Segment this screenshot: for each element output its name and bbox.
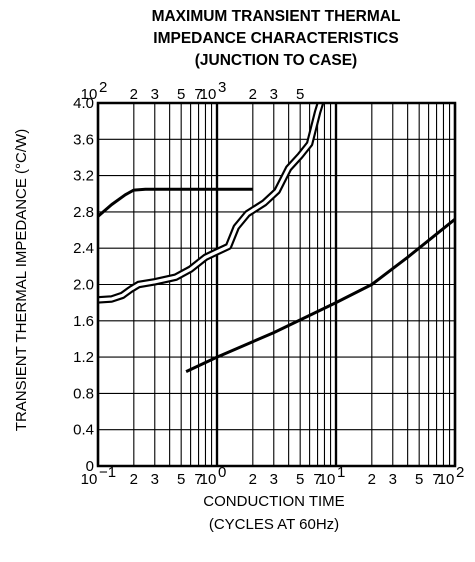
curve-1 bbox=[97, 187, 253, 218]
plot-grid bbox=[96, 102, 457, 467]
y-tick-label: 3.6 bbox=[73, 131, 94, 148]
y-tick-label: 0.8 bbox=[73, 385, 94, 402]
x-top-tick-label: 5 bbox=[177, 86, 185, 103]
y-tick-label: 4.0 bbox=[73, 95, 94, 112]
x-bottom-tick-label: 3 bbox=[270, 471, 278, 488]
y-tick-label: 1.6 bbox=[73, 313, 94, 330]
x-bottom-tick-label: 5 bbox=[177, 471, 185, 488]
x-top-tick-label: 10 bbox=[200, 86, 217, 103]
chart-title-line-2: IMPEDANCE CHARACTERISTICS bbox=[153, 30, 398, 47]
x-bottom-tick-label: 3 bbox=[389, 471, 397, 488]
x-axis-top-ticks: 10 2 2 3 5 710 3 2 3 5 bbox=[81, 79, 305, 103]
y-tick-label: 2.0 bbox=[73, 277, 94, 294]
y-axis-ticks: 0 0.4 0.8 1.2 1.6 2.0 2.4 2.8 3.2 3.6 4.0 bbox=[73, 95, 94, 475]
x-bottom-tick-exponent: 2 bbox=[456, 464, 464, 481]
x-top-tick-label: 5 bbox=[296, 86, 304, 103]
x-top-tick-label: 2 bbox=[130, 86, 138, 103]
x-bottom-tick-label: 7 bbox=[194, 471, 202, 488]
x-top-tick-label: 3 bbox=[270, 86, 278, 103]
y-tick-label: 0.4 bbox=[73, 422, 94, 439]
plot-frame bbox=[96, 101, 457, 468]
chart-title-line-1: MAXIMUM TRANSIENT THERMAL bbox=[152, 8, 401, 25]
x-axis-label-line-1: CONDUCTION TIME bbox=[203, 493, 344, 510]
y-tick-label: 2.4 bbox=[73, 240, 94, 257]
x-top-tick-label: 7 bbox=[194, 86, 202, 103]
x-bottom-tick-label: 10 bbox=[81, 471, 98, 488]
plot-curves bbox=[97, 101, 456, 373]
x-bottom-tick-label: 3 bbox=[151, 471, 159, 488]
x-bottom-tick-label: 2 bbox=[130, 471, 138, 488]
x-bottom-tick-label: 2 bbox=[368, 471, 376, 488]
x-bottom-tick-label: 10 bbox=[438, 471, 455, 488]
x-bottom-tick-exponent: −1 bbox=[99, 464, 116, 481]
x-axis-label-line-2: (CYCLES AT 60Hz) bbox=[209, 516, 339, 533]
x-bottom-tick-label: 5 bbox=[415, 471, 423, 488]
curve-2-outline bbox=[97, 101, 324, 304]
curve-3 bbox=[185, 218, 456, 373]
x-bottom-tick-exponent: 1 bbox=[337, 464, 345, 481]
y-axis-label: TRANSIENT THERMAL IMPEDANCE (°C/W) bbox=[13, 129, 30, 431]
curve-2-inner bbox=[97, 102, 322, 302]
x-bottom-tick-label: 2 bbox=[249, 471, 257, 488]
x-top-tick-label: 3 bbox=[151, 86, 159, 103]
x-bottom-tick-label: 5 bbox=[296, 471, 304, 488]
y-tick-label: 1.2 bbox=[73, 349, 94, 366]
x-bottom-tick-label: 10 bbox=[200, 471, 217, 488]
y-tick-label: 2.8 bbox=[73, 204, 94, 221]
x-axis-bottom-ticks: 10 −1 2 3 5 710 0 2 3 5 710 1 2 3 5 710 2 bbox=[81, 464, 465, 488]
y-tick-label: 3.2 bbox=[73, 168, 94, 185]
chart-title-line-3: (JUNCTION TO CASE) bbox=[195, 52, 357, 69]
x-top-tick-label: 10 bbox=[81, 86, 98, 103]
x-top-tick-exponent: 2 bbox=[99, 79, 107, 96]
x-bottom-tick-label: 10 bbox=[319, 471, 336, 488]
y-tick-label: 0 bbox=[86, 458, 94, 475]
x-top-tick-label: 2 bbox=[249, 86, 257, 103]
x-bottom-tick-label: 7 bbox=[432, 471, 440, 488]
x-bottom-tick-exponent: 0 bbox=[218, 464, 226, 481]
x-top-tick-exponent: 3 bbox=[218, 79, 226, 96]
x-bottom-tick-label: 7 bbox=[313, 471, 321, 488]
